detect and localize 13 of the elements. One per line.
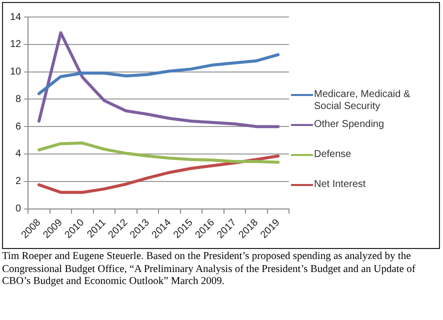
text: Tim Roeper and Eugene Steuerle. Based on the President’s proposed spending as analyzed by the Congressional Budget Office, “A Preliminary Analysis of the President’s Budget and an Update of CBO’s Budget and Economic Outlook” March 2009. [2,251,416,288]
y-tick-label: 8 [16,94,22,105]
legend-label: Medicare, Medicaid & Social Security [314,89,412,113]
y-tick-label: 10 [10,66,22,78]
y-tick-label: 4 [16,148,22,160]
y-tick-label: 12 [10,39,22,50]
legend-label: Other Spending [314,119,386,131]
y-tick-label: 0 [16,204,22,215]
y-tick-label: 14 [10,12,22,23]
legend-label: Defense [314,149,352,161]
y-tick-label: 6 [16,121,22,132]
legend-label: Net Interest [314,179,367,191]
y-tick-label: 2 [16,176,22,188]
